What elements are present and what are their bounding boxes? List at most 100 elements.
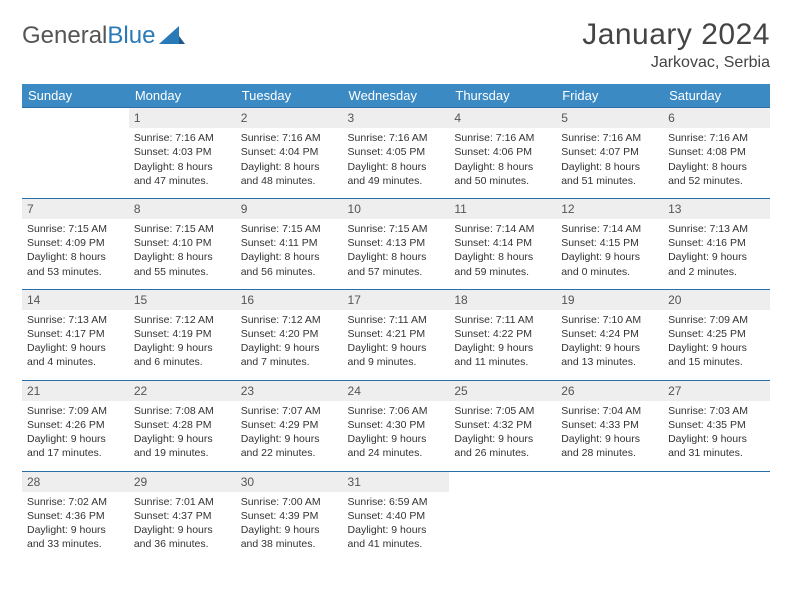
day-details: Sunrise: 7:13 AMSunset: 4:17 PMDaylight:… — [22, 310, 129, 380]
calendar-cell — [449, 471, 556, 561]
day-details: Sunrise: 6:59 AMSunset: 4:40 PMDaylight:… — [343, 492, 450, 562]
logo: GeneralBlue — [22, 22, 185, 50]
daylight-line2: and 47 minutes. — [134, 174, 231, 188]
daylight-line1: Daylight: 8 hours — [241, 160, 338, 174]
calendar-cell — [22, 108, 129, 199]
sunset: Sunset: 4:20 PM — [241, 327, 338, 341]
daylight-line1: Daylight: 8 hours — [348, 160, 445, 174]
daylight-line2: and 11 minutes. — [454, 355, 551, 369]
daylight-line1: Daylight: 9 hours — [348, 432, 445, 446]
calendar-cell: 5Sunrise: 7:16 AMSunset: 4:07 PMDaylight… — [556, 108, 663, 199]
daylight-line2: and 36 minutes. — [134, 537, 231, 551]
day-number: 7 — [22, 199, 129, 219]
daylight-line1: Daylight: 9 hours — [241, 432, 338, 446]
day-number: 23 — [236, 381, 343, 401]
day-details: Sunrise: 7:15 AMSunset: 4:13 PMDaylight:… — [343, 219, 450, 289]
daylight-line2: and 15 minutes. — [668, 355, 765, 369]
day-details: Sunrise: 7:16 AMSunset: 4:03 PMDaylight:… — [129, 128, 236, 198]
calendar-cell: 22Sunrise: 7:08 AMSunset: 4:28 PMDayligh… — [129, 380, 236, 471]
day-number: 2 — [236, 108, 343, 128]
sunrise: Sunrise: 7:15 AM — [134, 222, 231, 236]
sunset: Sunset: 4:10 PM — [134, 236, 231, 250]
day-details: Sunrise: 7:03 AMSunset: 4:35 PMDaylight:… — [663, 401, 770, 471]
weekday-header: Saturday — [663, 84, 770, 108]
daylight-line2: and 24 minutes. — [348, 446, 445, 460]
day-number: 8 — [129, 199, 236, 219]
calendar-cell: 29Sunrise: 7:01 AMSunset: 4:37 PMDayligh… — [129, 471, 236, 561]
sunset: Sunset: 4:13 PM — [348, 236, 445, 250]
day-details: Sunrise: 7:16 AMSunset: 4:06 PMDaylight:… — [449, 128, 556, 198]
sunrise: Sunrise: 7:08 AM — [134, 404, 231, 418]
daylight-line2: and 56 minutes. — [241, 265, 338, 279]
sunrise: Sunrise: 7:13 AM — [668, 222, 765, 236]
sunrise: Sunrise: 7:16 AM — [134, 131, 231, 145]
sunrise: Sunrise: 7:16 AM — [454, 131, 551, 145]
calendar-cell: 26Sunrise: 7:04 AMSunset: 4:33 PMDayligh… — [556, 380, 663, 471]
weekday-header: Tuesday — [236, 84, 343, 108]
day-details: Sunrise: 7:12 AMSunset: 4:20 PMDaylight:… — [236, 310, 343, 380]
sunset: Sunset: 4:26 PM — [27, 418, 124, 432]
sunrise: Sunrise: 7:15 AM — [241, 222, 338, 236]
sunrise: Sunrise: 7:15 AM — [27, 222, 124, 236]
calendar-cell: 25Sunrise: 7:05 AMSunset: 4:32 PMDayligh… — [449, 380, 556, 471]
daylight-line1: Daylight: 9 hours — [348, 523, 445, 537]
day-details: Sunrise: 7:09 AMSunset: 4:25 PMDaylight:… — [663, 310, 770, 380]
day-details: Sunrise: 7:01 AMSunset: 4:37 PMDaylight:… — [129, 492, 236, 562]
calendar-cell: 17Sunrise: 7:11 AMSunset: 4:21 PMDayligh… — [343, 289, 450, 380]
daylight-line2: and 57 minutes. — [348, 265, 445, 279]
sunset: Sunset: 4:09 PM — [27, 236, 124, 250]
calendar-cell: 3Sunrise: 7:16 AMSunset: 4:05 PMDaylight… — [343, 108, 450, 199]
day-details: Sunrise: 7:14 AMSunset: 4:15 PMDaylight:… — [556, 219, 663, 289]
sunset: Sunset: 4:16 PM — [668, 236, 765, 250]
sunset: Sunset: 4:21 PM — [348, 327, 445, 341]
calendar-cell: 4Sunrise: 7:16 AMSunset: 4:06 PMDaylight… — [449, 108, 556, 199]
day-number: 11 — [449, 199, 556, 219]
daylight-line1: Daylight: 9 hours — [134, 523, 231, 537]
calendar-cell: 12Sunrise: 7:14 AMSunset: 4:15 PMDayligh… — [556, 198, 663, 289]
daylight-line2: and 19 minutes. — [134, 446, 231, 460]
sunset: Sunset: 4:30 PM — [348, 418, 445, 432]
day-number: 12 — [556, 199, 663, 219]
daylight-line1: Daylight: 9 hours — [348, 341, 445, 355]
daylight-line1: Daylight: 9 hours — [27, 341, 124, 355]
sunrise: Sunrise: 7:12 AM — [241, 313, 338, 327]
calendar-cell: 6Sunrise: 7:16 AMSunset: 4:08 PMDaylight… — [663, 108, 770, 199]
calendar-cell: 21Sunrise: 7:09 AMSunset: 4:26 PMDayligh… — [22, 380, 129, 471]
day-number: 3 — [343, 108, 450, 128]
daylight-line1: Daylight: 8 hours — [134, 250, 231, 264]
daylight-line2: and 55 minutes. — [134, 265, 231, 279]
day-details: Sunrise: 7:15 AMSunset: 4:11 PMDaylight:… — [236, 219, 343, 289]
calendar-cell: 24Sunrise: 7:06 AMSunset: 4:30 PMDayligh… — [343, 380, 450, 471]
daylight-line1: Daylight: 9 hours — [454, 432, 551, 446]
daylight-line2: and 49 minutes. — [348, 174, 445, 188]
daylight-line1: Daylight: 8 hours — [454, 250, 551, 264]
sunrise: Sunrise: 7:01 AM — [134, 495, 231, 509]
sunset: Sunset: 4:06 PM — [454, 145, 551, 159]
day-number: 14 — [22, 290, 129, 310]
calendar-cell: 10Sunrise: 7:15 AMSunset: 4:13 PMDayligh… — [343, 198, 450, 289]
daylight-line1: Daylight: 9 hours — [241, 523, 338, 537]
daylight-line1: Daylight: 9 hours — [668, 432, 765, 446]
day-details: Sunrise: 7:14 AMSunset: 4:14 PMDaylight:… — [449, 219, 556, 289]
day-number: 5 — [556, 108, 663, 128]
day-details: Sunrise: 7:16 AMSunset: 4:05 PMDaylight:… — [343, 128, 450, 198]
calendar-cell — [663, 471, 770, 561]
day-details: Sunrise: 7:06 AMSunset: 4:30 PMDaylight:… — [343, 401, 450, 471]
sunset: Sunset: 4:03 PM — [134, 145, 231, 159]
calendar-row: 21Sunrise: 7:09 AMSunset: 4:26 PMDayligh… — [22, 380, 770, 471]
day-number: 25 — [449, 381, 556, 401]
day-number: 21 — [22, 381, 129, 401]
daylight-line1: Daylight: 8 hours — [27, 250, 124, 264]
sunset: Sunset: 4:25 PM — [668, 327, 765, 341]
logo-text-blue: Blue — [107, 22, 155, 50]
sunset: Sunset: 4:11 PM — [241, 236, 338, 250]
daylight-line2: and 31 minutes. — [668, 446, 765, 460]
sunrise: Sunrise: 7:06 AM — [348, 404, 445, 418]
daylight-line1: Daylight: 9 hours — [241, 341, 338, 355]
day-details — [449, 492, 556, 552]
day-number: 31 — [343, 472, 450, 492]
day-number: 10 — [343, 199, 450, 219]
daylight-line1: Daylight: 9 hours — [454, 341, 551, 355]
day-number: 27 — [663, 381, 770, 401]
daylight-line1: Daylight: 9 hours — [561, 432, 658, 446]
